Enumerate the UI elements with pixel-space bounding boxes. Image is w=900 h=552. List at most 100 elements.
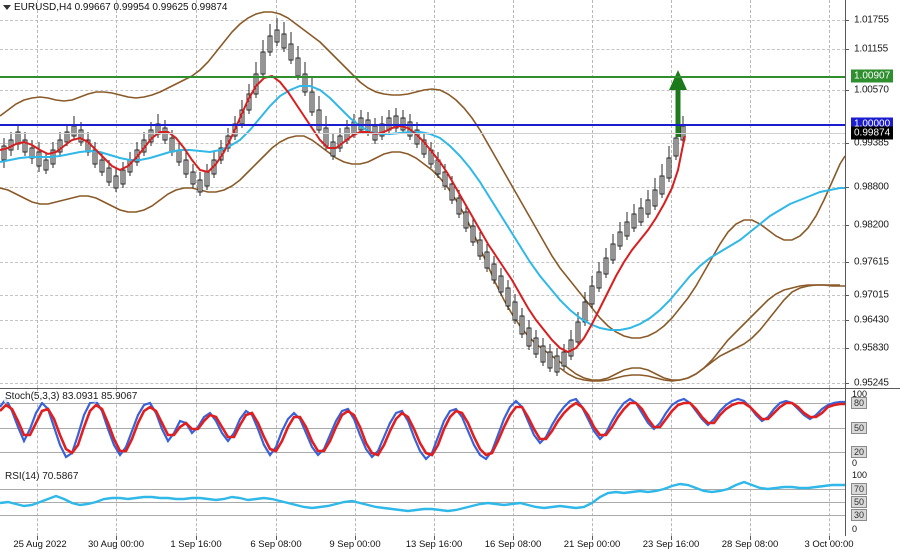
gridline-v <box>671 389 672 469</box>
axis-tick <box>845 49 849 50</box>
rsi-axis-label-50: 50 <box>851 496 868 508</box>
candlestick-series <box>1 18 686 376</box>
stoch-axis-label-0: 0 <box>852 458 858 468</box>
gridline-h <box>0 295 845 296</box>
time-tick <box>196 536 197 540</box>
time-axis-label: 28 Sep 08:00 <box>721 539 779 550</box>
last-price-line <box>0 133 845 134</box>
axis-tick <box>845 295 849 296</box>
rsi-line <box>0 480 845 513</box>
time-axis-label: 9 Sep 00:00 <box>329 539 381 550</box>
symbol-header-text: EURUSD,H4 0.99667 0.99954 0.99625 0.9987… <box>14 2 228 13</box>
time-axis[interactable] <box>0 536 900 552</box>
axis-tick <box>845 262 849 263</box>
gridline-v <box>276 0 277 388</box>
price-axis-label: 1.01155 <box>854 43 889 55</box>
resistance-level-line[interactable] <box>0 76 845 78</box>
price-axis-label: 0.98200 <box>854 219 889 231</box>
rsi-series-svg <box>0 480 845 513</box>
time-tick <box>513 536 514 540</box>
gridline-h <box>0 348 845 349</box>
price-series-svg <box>0 11 846 382</box>
gridline-h <box>0 383 845 384</box>
gridline-v <box>116 0 117 388</box>
time-tick <box>116 536 117 540</box>
gridline-v <box>513 389 514 469</box>
gridline-v <box>592 0 593 388</box>
gridline-v <box>671 0 672 388</box>
rsi-pane[interactable]: RSI(14) 70.5867 100 70 50 30 0 <box>0 469 900 537</box>
gridline-v <box>829 0 830 388</box>
gridline-v <box>750 389 751 469</box>
price-axis-label: 0.97015 <box>854 289 889 301</box>
time-axis-label: 3 Oct 00:00 <box>804 539 854 550</box>
rsi-title: RSI(14) 70.5867 <box>4 471 80 482</box>
time-tick <box>37 536 38 540</box>
gridline-v <box>355 0 356 388</box>
time-axis-label: 6 Sep 08:00 <box>250 539 302 550</box>
rsi-axis-label-100: 100 <box>852 470 868 480</box>
stochastic-series-svg <box>0 396 845 461</box>
time-axis-label: 13 Sep 16:00 <box>405 539 463 550</box>
axis-tick <box>845 20 849 21</box>
rsi-axis-line <box>845 469 846 536</box>
gridline-v <box>513 0 514 388</box>
gridline-v <box>37 389 38 469</box>
price-axis-label: 0.95245 <box>854 377 889 389</box>
price-axis-label: 1.01755 <box>854 14 889 26</box>
ma-fast-line <box>0 74 686 354</box>
gridline-v <box>116 389 117 469</box>
price-axis-label: 0.96430 <box>854 314 889 326</box>
resistance-price-tag: 1.00907 <box>851 69 894 83</box>
time-tick <box>671 536 672 540</box>
price-pane[interactable]: 1.01755 1.01155 1.00570 0.99385 0.98800 … <box>0 0 900 389</box>
gridline-h <box>0 225 845 226</box>
gridline-v <box>196 0 197 388</box>
midline <box>0 428 845 429</box>
time-axis-label: 23 Sep 16:00 <box>642 539 700 550</box>
parity-level-line[interactable] <box>0 124 845 126</box>
axis-tick <box>845 225 849 226</box>
gridline-v <box>37 0 38 388</box>
stoch-axis-label-100: 100 <box>852 389 868 399</box>
bollinger-band-branch <box>559 284 840 382</box>
gridline-v <box>829 389 830 469</box>
overbought-line <box>0 403 845 404</box>
stoch-d-line <box>0 401 845 457</box>
time-axis-label: 30 Aug 00:00 <box>88 539 144 550</box>
time-axis-label: 21 Sep 00:00 <box>563 539 621 550</box>
price-axis-line <box>845 0 846 388</box>
time-axis-label: 1 Sep 16:00 <box>170 539 222 550</box>
ma-slow-line <box>0 85 845 331</box>
bullish-up-arrow <box>669 70 687 137</box>
time-axis-label: 25 Aug 2022 <box>13 539 67 550</box>
gridline-v <box>276 389 277 469</box>
symbol-header[interactable]: EURUSD,H4 0.99667 0.99954 0.99625 0.9987… <box>0 0 231 15</box>
rsi-axis-label-30: 30 <box>851 509 868 521</box>
time-tick <box>276 536 277 540</box>
gridline-h <box>0 262 845 263</box>
chevron-down-icon[interactable] <box>3 4 11 10</box>
gridline-v <box>355 389 356 469</box>
price-axis-label: 0.98800 <box>854 181 889 193</box>
last-price-tag: 0.99874 <box>851 126 894 140</box>
price-axis-label: 0.97615 <box>854 256 889 268</box>
rsi-oversold-line <box>0 515 845 516</box>
stoch-axis-line <box>845 389 846 469</box>
stochastic-pane[interactable]: Stoch(5,3,3) 83.0931 85.9067 100 80 50 2… <box>0 388 900 470</box>
stoch-k-line <box>0 396 845 461</box>
price-axis-label: 0.99385 <box>854 137 889 149</box>
axis-tick <box>845 348 849 349</box>
gridline-h <box>0 49 845 50</box>
gridline-v <box>750 0 751 388</box>
price-axis-label: 0.95830 <box>854 342 889 354</box>
time-axis-label: 16 Sep 08:00 <box>484 539 542 550</box>
price-axis-label: 1.00570 <box>854 84 889 96</box>
gridline-h <box>0 320 845 321</box>
gridline-v <box>434 389 435 469</box>
axis-tick <box>845 320 849 321</box>
rsi-axis-label-70: 70 <box>851 483 868 495</box>
axis-tick <box>845 187 849 188</box>
time-tick <box>434 536 435 540</box>
rsi-overbought-line <box>0 489 845 490</box>
